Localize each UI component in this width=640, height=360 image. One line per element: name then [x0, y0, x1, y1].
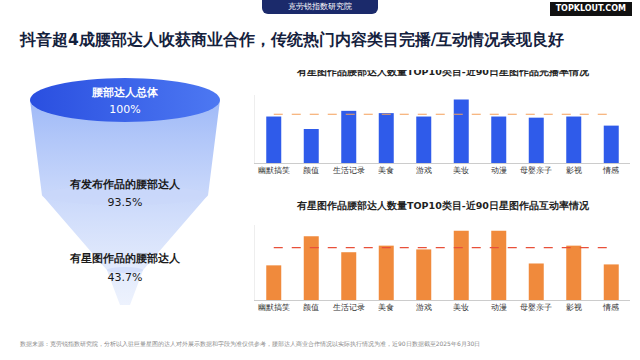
svg-text:动漫: 动漫 — [491, 303, 507, 312]
svg-text:100%: 100% — [109, 103, 140, 116]
svg-text:颜值: 颜值 — [303, 303, 319, 312]
svg-text:美妆: 美妆 — [453, 303, 469, 312]
svg-text:43.7%: 43.7% — [108, 271, 143, 284]
svg-text:93.5%: 93.5% — [108, 196, 143, 209]
svg-text:动漫: 动漫 — [491, 166, 507, 175]
svg-text:有星图作品的腰部达人: 有星图作品的腰部达人 — [69, 252, 181, 265]
svg-text:有发布作品的腰部达人: 有发布作品的腰部达人 — [69, 178, 181, 191]
svg-text:美妆: 美妆 — [453, 166, 469, 175]
html-text:TOPKLOUT.COM: TOPKLOUT.COM — [555, 4, 626, 13]
svg-text:游戏: 游戏 — [416, 166, 432, 175]
svg-text:美食: 美食 — [378, 303, 394, 312]
svg-text:情感: 情感 — [602, 166, 619, 175]
svg-text:影视: 影视 — [566, 303, 582, 312]
svg-text:幽默搞笑: 幽默搞笑 — [258, 166, 290, 175]
svg-text:生活记录: 生活记录 — [333, 166, 365, 175]
html-text:抖音超4成腰部达人收获商业合作，传统热门内容类目完播/互动情: 抖音超4成腰部达人收获商业合作，传统热门内容类目完播/互动情况表现良好 — [20, 31, 565, 49]
svg-text:生活记录: 生活记录 — [333, 303, 365, 312]
svg-text:母婴亲子: 母婴亲子 — [520, 166, 552, 175]
svg-text:美食: 美食 — [378, 166, 394, 175]
html-text:克劳锐指数研究院: 克劳锐指数研究院 — [288, 2, 352, 11]
svg-text:腰部达人总体: 腰部达人总体 — [91, 86, 159, 99]
svg-text:颜值: 颜值 — [303, 166, 319, 175]
svg-text:情感: 情感 — [602, 303, 619, 312]
svg-text:有星图作品腰部达人数量TOP10类目-近90日星图作品互动率: 有星图作品腰部达人数量TOP10类目-近90日星图作品互动率情况 — [296, 200, 590, 211]
svg-text:母婴亲子: 母婴亲子 — [520, 303, 552, 312]
html-text:数据来源：克劳锐指数研究院，分析以入驻巨量星图的达人对外展示: 数据来源：克劳锐指数研究院，分析以入驻巨量星图的达人对外展示数据和字段为准仅供参… — [20, 340, 481, 347]
svg-text:影视: 影视 — [566, 166, 582, 175]
svg-text:幽默搞笑: 幽默搞笑 — [258, 303, 290, 312]
svg-text:有星图作品腰部达人数量TOP10类目-近90日星图作品完播率: 有星图作品腰部达人数量TOP10类目-近90日星图作品完播率情况 — [296, 70, 590, 77]
svg-text:游戏: 游戏 — [416, 303, 432, 312]
